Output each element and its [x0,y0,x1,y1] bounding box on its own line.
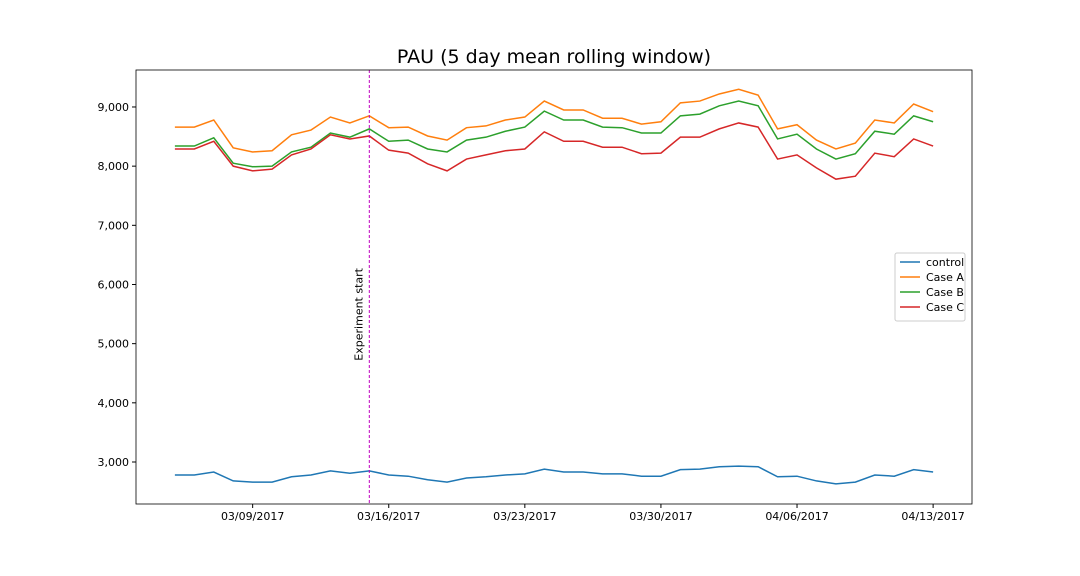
legend-label: control [926,256,964,269]
series-line [174,100,934,168]
chart-title: PAU (5 day mean rolling window) [397,46,711,68]
legend-box [894,252,966,322]
series-line [174,88,934,153]
legend-label: Case B [926,286,964,299]
y-tick-label: 9,000 [98,101,130,114]
plot-frame [135,69,973,505]
y-tick-label: 7,000 [98,219,130,232]
annotation-text: Experiment start [352,267,365,360]
legend-label: Case C [926,301,964,314]
y-tick-label: 6,000 [98,278,130,291]
legend-label: Case A [926,271,964,284]
x-tick-label: 03/09/2017 [221,510,284,523]
x-tick-label: 04/13/2017 [901,510,964,523]
x-tick-label: 03/16/2017 [357,510,420,523]
y-tick-label: 3,000 [98,456,130,469]
y-tick-label: 5,000 [98,338,130,351]
y-tick-label: 8,000 [98,160,130,173]
x-tick-label: 04/06/2017 [765,510,828,523]
y-tick-label: 4,000 [98,397,130,410]
series-line [174,122,934,180]
x-tick-label: 03/23/2017 [493,510,556,523]
series-line [174,465,934,485]
x-tick-label: 03/30/2017 [629,510,692,523]
